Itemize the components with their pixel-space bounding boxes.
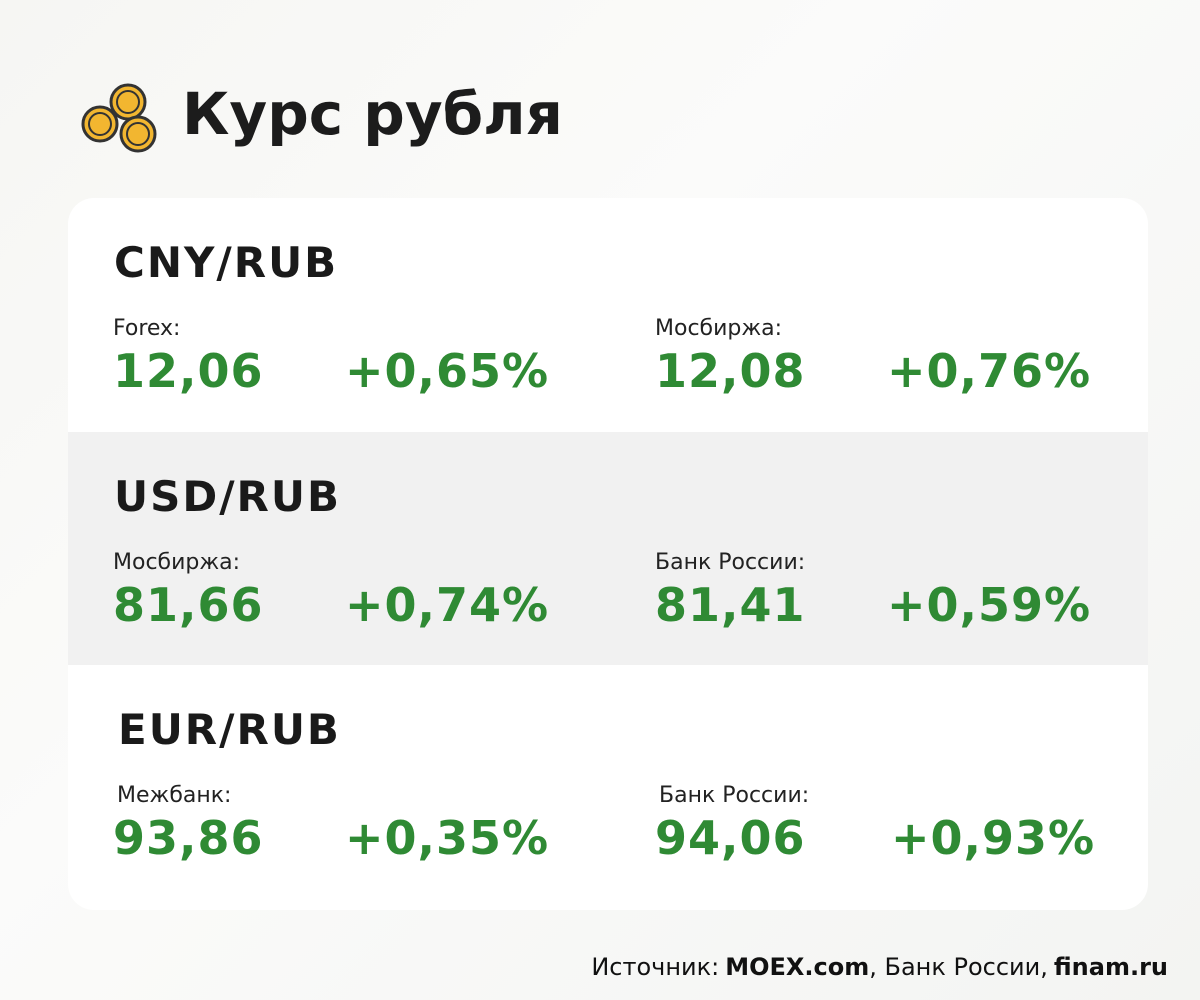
footer: Источник: MOEX.com, Банк России, finam.ru <box>591 953 1168 981</box>
pair-title: USD/RUB <box>114 472 342 521</box>
footer-part: Источник: <box>591 953 720 981</box>
pair-title: CNY/RUB <box>114 238 339 287</box>
quote-value: 12,08 <box>655 344 806 398</box>
quote-value: 12,06 <box>113 344 264 398</box>
footer-part: , Банк России, <box>869 953 1048 981</box>
quote-change: +0,93% <box>891 811 1096 865</box>
pair-title: EUR/RUB <box>118 705 341 754</box>
quote-label: Межбанк: <box>117 783 232 808</box>
section: EUR/RUB Межбанк: 93,86 +0,35% Банк России: 94… <box>68 665 1148 910</box>
coins-icon <box>81 83 157 153</box>
quote-label: Мосбиржа: <box>113 550 241 575</box>
quote-change: +0,65% <box>345 344 550 398</box>
quote-label: Мосбиржа: <box>655 316 783 341</box>
quote-change: +0,74% <box>345 578 550 632</box>
quote-label: Банк России: <box>659 783 810 808</box>
quote-change: +0,59% <box>887 578 1092 632</box>
section: CNY/RUB Forex: 12,06 +0,65% Мосбиржа: 12,08 +0… <box>68 198 1148 432</box>
title: Курс рубля <box>182 80 563 148</box>
footer-part: finam.ru <box>1053 953 1168 981</box>
section: USD/RUB Мосбиржа: 81,66 +0,74% Банк России: 8… <box>68 432 1148 665</box>
quote-value: 81,66 <box>113 578 264 632</box>
quote-value: 93,86 <box>113 811 264 865</box>
quote-label: Forex: <box>113 316 181 341</box>
quote-change: +0,76% <box>887 344 1092 398</box>
footer-part: MOEX.com <box>725 953 870 981</box>
quote-label: Банк России: <box>655 550 806 575</box>
quote-value: 81,41 <box>655 578 806 632</box>
quote-value: 94,06 <box>655 811 806 865</box>
quote-change: +0,35% <box>345 811 550 865</box>
